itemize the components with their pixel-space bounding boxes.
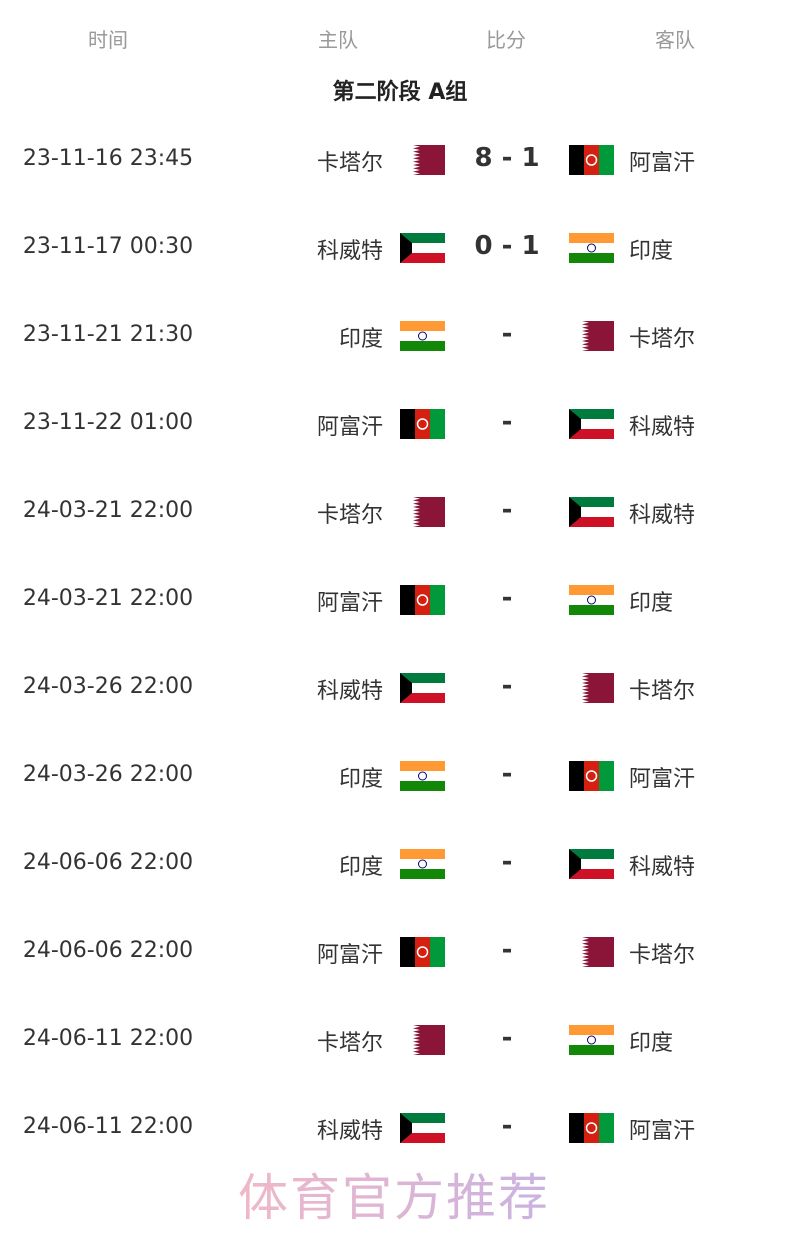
- home-team: 印度: [338, 767, 383, 792]
- india-flag-icon: [569, 233, 614, 263]
- qatar-flag-icon: [569, 673, 614, 703]
- india-flag-icon: [400, 849, 445, 879]
- away-team: 科威特: [629, 855, 696, 880]
- kuwait-flag-icon: [400, 673, 445, 703]
- kuwait-flag-icon: [569, 849, 614, 879]
- qatar-flag-icon: [569, 321, 614, 351]
- match-row[interactable]: 24-06-11 22:00 卡塔尔 - 印度: [0, 1010, 800, 1070]
- qatar-flag-icon: [400, 497, 445, 527]
- match-row[interactable]: 24-03-26 22:00 科威特 - 卡塔尔: [0, 658, 800, 718]
- afghanistan-flag-icon: [569, 1113, 614, 1143]
- match-time: 23-11-17 00:30: [22, 234, 194, 259]
- away-team: 印度: [629, 1031, 674, 1056]
- home-team: 阿富汗: [316, 415, 383, 440]
- away-team: 科威特: [629, 415, 696, 440]
- match-score: -: [501, 583, 513, 613]
- match-score: -: [501, 847, 513, 877]
- home-team: 阿富汗: [316, 943, 383, 968]
- match-score: 8 - 1: [474, 143, 540, 173]
- match-time: 24-03-21 22:00: [22, 498, 194, 523]
- kuwait-flag-icon: [400, 233, 445, 263]
- header-away: 客队: [655, 28, 695, 52]
- india-flag-icon: [569, 1025, 614, 1055]
- match-time: 24-06-06 22:00: [22, 938, 194, 963]
- match-time: 24-06-11 22:00: [22, 1114, 194, 1139]
- home-team: 阿富汗: [316, 591, 383, 616]
- qatar-flag-icon: [400, 145, 445, 175]
- match-time: 24-06-06 22:00: [22, 850, 194, 875]
- kuwait-flag-icon: [569, 409, 614, 439]
- away-team: 科威特: [629, 503, 696, 528]
- afghanistan-flag-icon: [400, 937, 445, 967]
- afghanistan-flag-icon: [569, 145, 614, 175]
- kuwait-flag-icon: [400, 1113, 445, 1143]
- match-time: 23-11-21 21:30: [22, 322, 194, 347]
- afghanistan-flag-icon: [400, 585, 445, 615]
- india-flag-icon: [569, 585, 614, 615]
- away-team: 阿富汗: [629, 1119, 696, 1144]
- kuwait-flag-icon: [569, 497, 614, 527]
- home-team: 科威特: [316, 1119, 383, 1144]
- away-team: 卡塔尔: [629, 679, 696, 704]
- away-team: 印度: [629, 591, 674, 616]
- match-score: -: [501, 1023, 513, 1053]
- match-row[interactable]: 24-03-21 22:00 阿富汗 - 印度: [0, 570, 800, 630]
- home-team: 卡塔尔: [316, 503, 383, 528]
- group-title: 第二阶段 A组: [332, 80, 468, 105]
- away-team: 阿富汗: [629, 767, 696, 792]
- away-team: 卡塔尔: [629, 943, 696, 968]
- match-score: -: [501, 671, 513, 701]
- away-team: 阿富汗: [629, 151, 696, 176]
- home-team: 卡塔尔: [316, 1031, 383, 1056]
- qatar-flag-icon: [400, 1025, 445, 1055]
- india-flag-icon: [400, 321, 445, 351]
- match-row[interactable]: 24-03-26 22:00 印度 - 阿富汗: [0, 746, 800, 806]
- match-score: -: [501, 319, 513, 349]
- match-score: -: [501, 495, 513, 525]
- match-score: -: [501, 407, 513, 437]
- home-team: 科威特: [316, 239, 383, 264]
- match-row[interactable]: 24-06-06 22:00 印度 - 科威特: [0, 834, 800, 894]
- match-score: -: [501, 935, 513, 965]
- match-row[interactable]: 23-11-16 23:45 卡塔尔 8 - 1 阿富汗: [0, 130, 800, 190]
- away-team: 卡塔尔: [629, 327, 696, 352]
- match-row[interactable]: 23-11-21 21:30 印度 - 卡塔尔: [0, 306, 800, 366]
- match-row[interactable]: 24-06-06 22:00 阿富汗 - 卡塔尔: [0, 922, 800, 982]
- match-row[interactable]: 24-03-21 22:00 卡塔尔 - 科威特: [0, 482, 800, 542]
- home-team: 印度: [338, 327, 383, 352]
- match-time: 24-03-21 22:00: [22, 586, 194, 611]
- home-team: 卡塔尔: [316, 151, 383, 176]
- header-score: 比分: [486, 28, 526, 52]
- match-time: 23-11-22 01:00: [22, 410, 194, 435]
- watermark: 体育官方推荐: [238, 1169, 550, 1227]
- qatar-flag-icon: [569, 937, 614, 967]
- match-row[interactable]: 23-11-17 00:30 科威特 0 - 1 印度: [0, 218, 800, 278]
- away-team: 印度: [629, 239, 674, 264]
- match-score: -: [501, 759, 513, 789]
- match-time: 24-03-26 22:00: [22, 762, 194, 787]
- india-flag-icon: [400, 761, 445, 791]
- afghanistan-flag-icon: [569, 761, 614, 791]
- match-row[interactable]: 24-06-11 22:00 科威特 - 阿富汗: [0, 1098, 800, 1158]
- match-row[interactable]: 23-11-22 01:00 阿富汗 - 科威特: [0, 394, 800, 454]
- header-home: 主队: [318, 28, 358, 52]
- header-time: 时间: [88, 28, 128, 52]
- afghanistan-flag-icon: [400, 409, 445, 439]
- match-score: 0 - 1: [474, 231, 540, 261]
- match-time: 24-06-11 22:00: [22, 1026, 194, 1051]
- match-score: -: [501, 1111, 513, 1141]
- home-team: 印度: [338, 855, 383, 880]
- match-time: 23-11-16 23:45: [22, 146, 194, 171]
- match-time: 24-03-26 22:00: [22, 674, 194, 699]
- home-team: 科威特: [316, 679, 383, 704]
